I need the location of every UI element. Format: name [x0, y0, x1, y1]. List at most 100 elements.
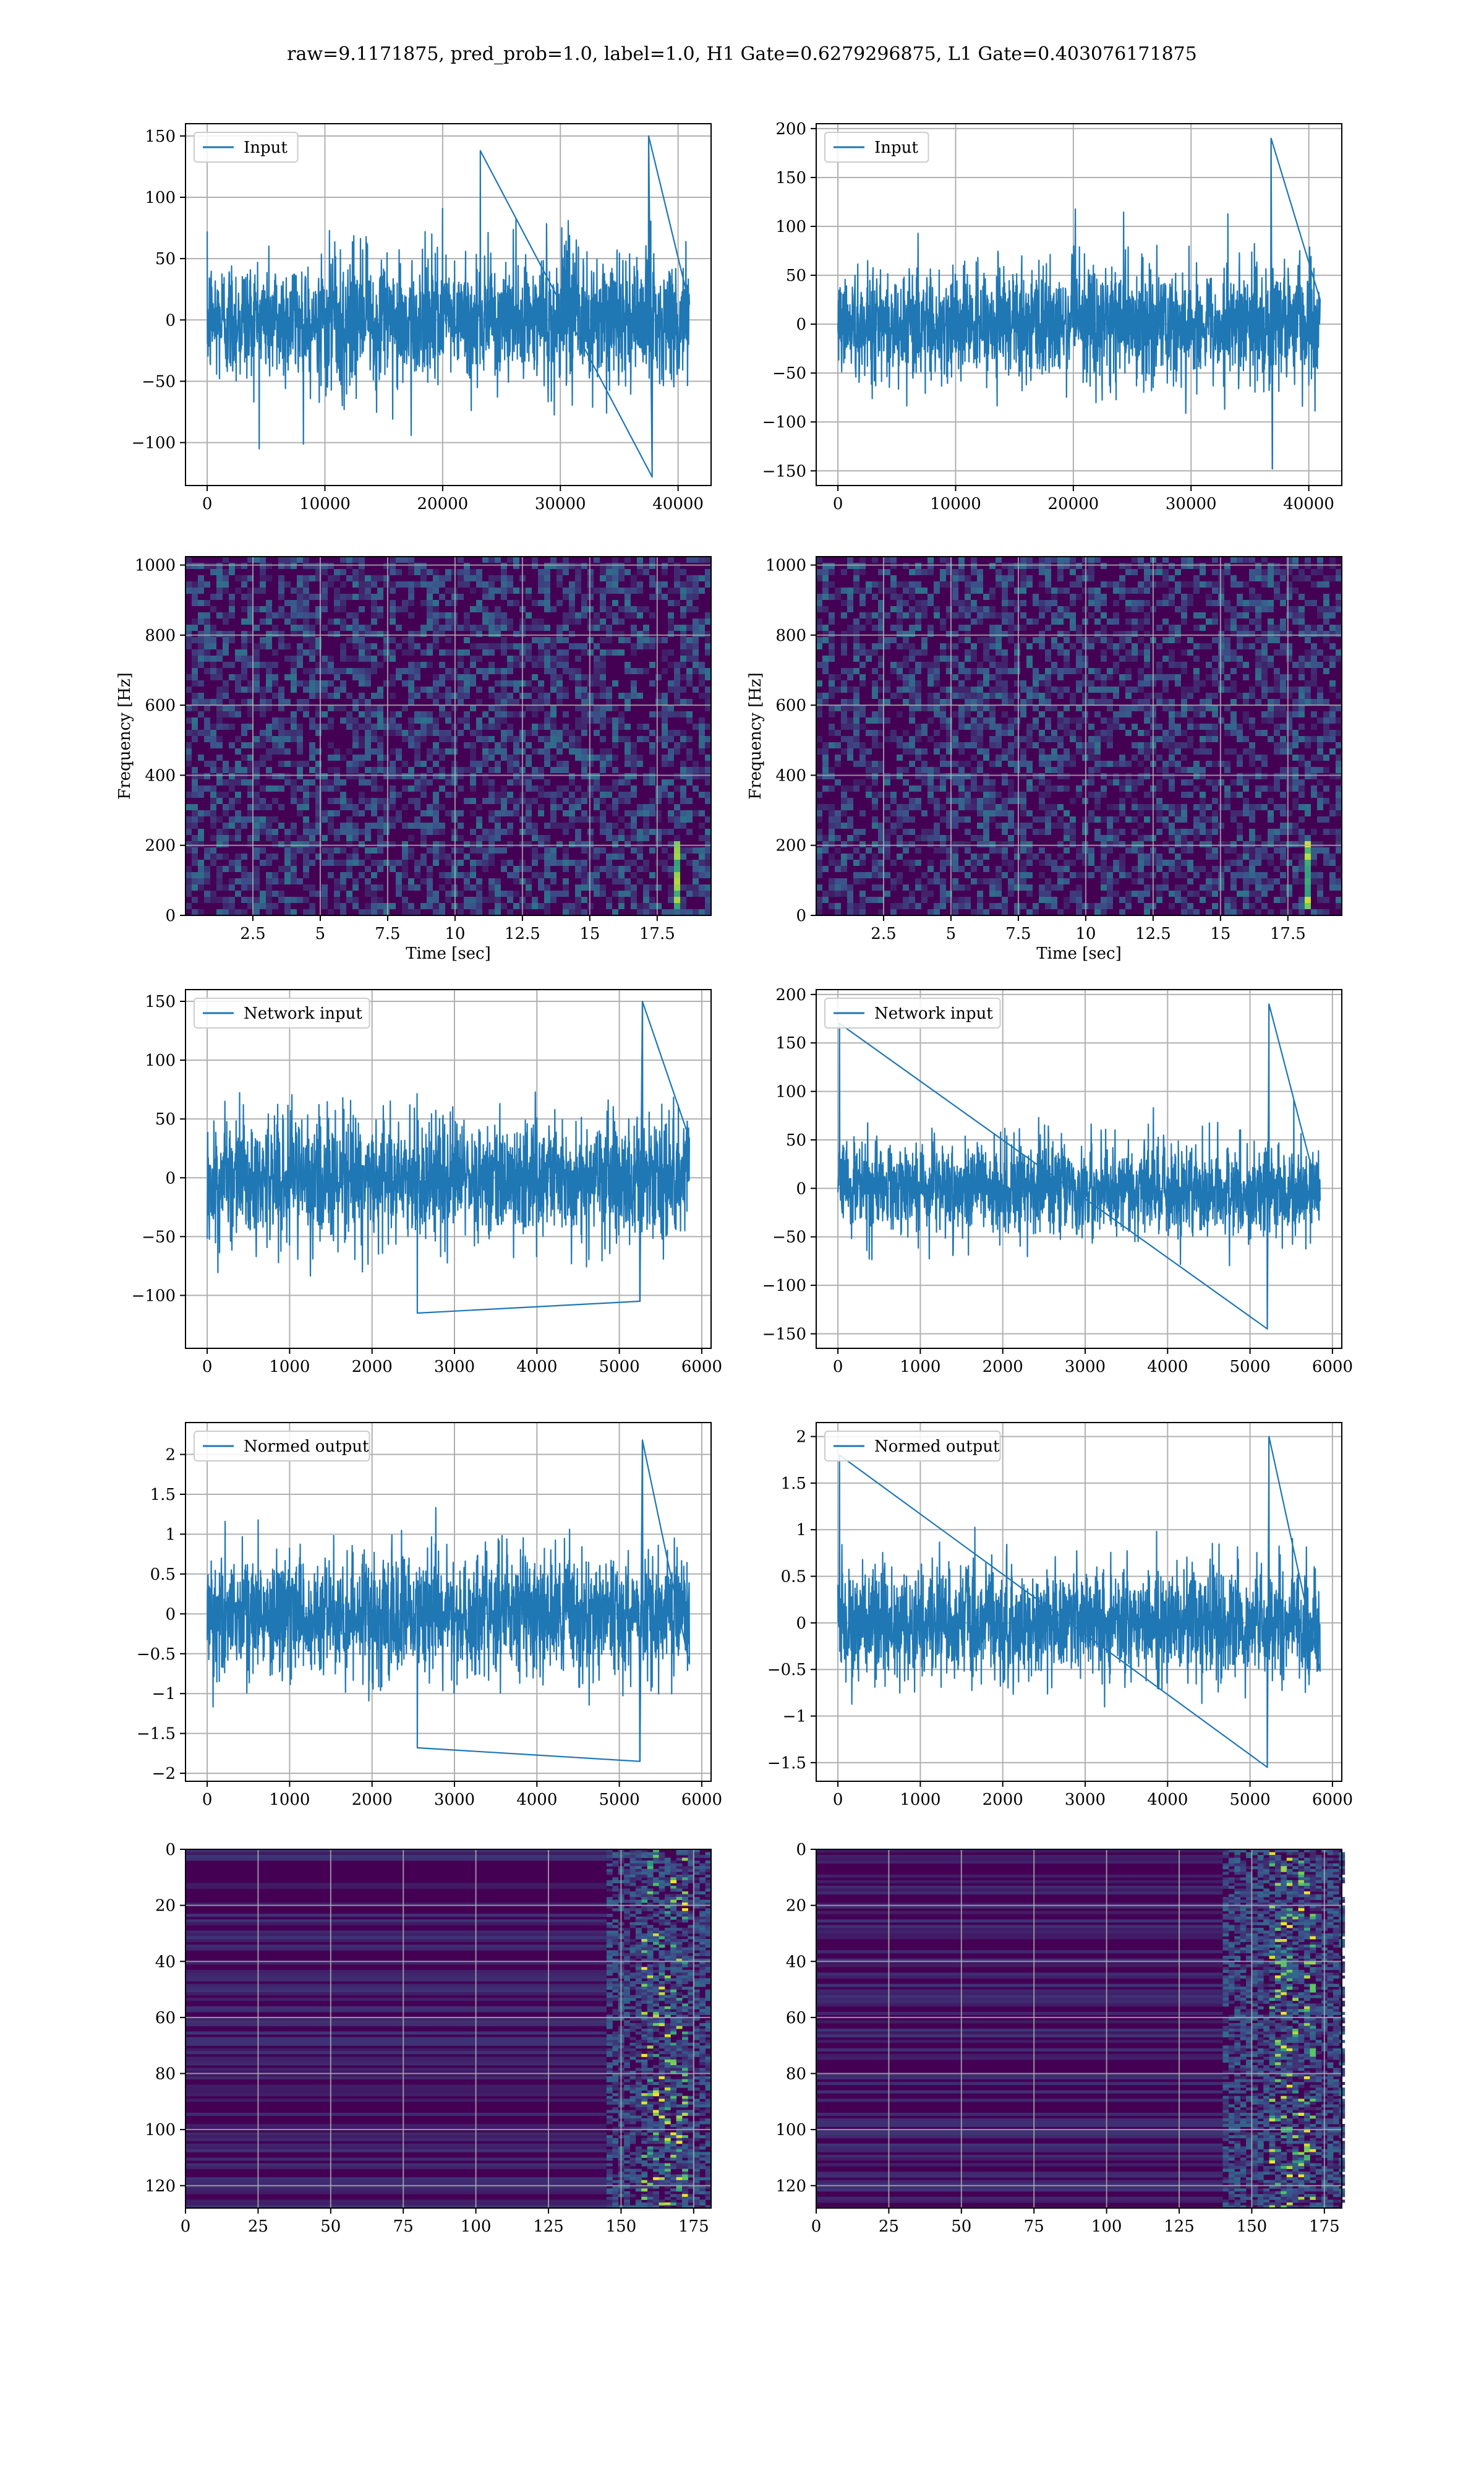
h1-normed-output-ytick-label: 1.5	[150, 1486, 176, 1504]
l1-spectrogram-ytick-label: 400	[775, 766, 806, 785]
h1-input-xtick-label: 0	[202, 495, 213, 513]
l1-network-input-ytick-label: −50	[772, 1228, 806, 1247]
l1-network-input-legend-label: Network input	[874, 1004, 993, 1023]
l1-feature-map-ytick-label: 60	[786, 2009, 806, 2027]
l1-normed-output-ytick-label: 2	[796, 1428, 806, 1447]
h1-network-input-xtick-label: 1000	[269, 1358, 310, 1376]
h1-input-legend-label: Input	[244, 139, 288, 157]
l1-input-xtick-label: 20000	[1048, 495, 1099, 513]
l1-normed-output-xtick-label: 0	[833, 1791, 843, 1809]
h1-normed-output-ytick-label: −1.5	[137, 1725, 176, 1744]
l1-feature-map-xtick-label: 175	[1309, 2217, 1340, 2236]
l1-normed-output-legend-label: Normed output	[874, 1437, 1000, 1456]
h1-feature-map-ytick-label: 100	[145, 2121, 176, 2139]
h1-network-input-xtick-label: 3000	[434, 1358, 475, 1376]
l1-normed-output-xtick-label: 6000	[1312, 1791, 1353, 1809]
h1-normed-output-xtick-label: 0	[202, 1791, 213, 1809]
l1-spectrogram-xtick-label: 5	[946, 925, 957, 943]
l1-feature-map-ytick-label: 40	[786, 1953, 806, 1971]
h1-spectrogram-xtick-label: 7.5	[375, 925, 400, 943]
l1-network-input-xtick-label: 3000	[1065, 1358, 1106, 1376]
l1-spectrogram-xtick-label: 17.5	[1270, 925, 1306, 943]
l1-spectrogram-xlabel: Time [sec]	[1036, 944, 1122, 963]
h1-normed-output-ytick-label: 1	[165, 1525, 176, 1544]
h1-input-ytick-label: 150	[145, 127, 176, 146]
h1-input-ytick-label: −100	[132, 434, 176, 453]
h1-network-input-xtick-label: 2000	[352, 1358, 393, 1376]
l1-normed-output-xtick-label: 3000	[1065, 1791, 1106, 1809]
l1-input-ytick-label: −150	[762, 462, 806, 481]
l1-spectrogram-xtick-label: 7.5	[1005, 925, 1031, 943]
h1-feature-map-ytick-label: 20	[155, 1897, 176, 1915]
h1-input-xtick-label: 10000	[299, 495, 351, 513]
l1-network-input-series-line	[837, 1003, 1321, 1330]
figure-title: raw=9.1171875, pred_prob=1.0, label=1.0,…	[287, 43, 1197, 65]
h1-feature-map-ytick-label: 80	[155, 2065, 176, 2084]
l1-spectrogram-ytick-label: 600	[775, 696, 806, 715]
l1-spectrogram-ylabel: Frequency [Hz]	[746, 672, 765, 800]
l1-network-input-ytick-label: 100	[775, 1083, 806, 1102]
h1-input-ytick-label: −50	[142, 372, 176, 391]
h1-network-input-ytick-label: 50	[155, 1110, 176, 1129]
l1-network-input-ytick-label: 50	[786, 1131, 806, 1150]
l1-normed-output-ytick-label: −1	[783, 1708, 806, 1726]
l1-network-input-xtick-label: 1000	[900, 1358, 940, 1376]
h1-network-input-xtick-label: 4000	[516, 1358, 557, 1376]
l1-normed-output-ytick-label: 1	[796, 1521, 806, 1539]
h1-feature-map-xtick-label: 100	[461, 2217, 492, 2236]
l1-normed-output-xtick-label: 5000	[1230, 1791, 1271, 1809]
h1-input-plot: 0 10000 20000 30000 40000 −100 −50 0 50 100 150 Inp…	[132, 123, 712, 513]
l1-feature-map-ytick-label: 100	[775, 2121, 806, 2139]
h1-feature-map-plot: 0 25 50 75 100 125 150 175 0 20 40 60 80 100 120	[145, 1841, 712, 2236]
l1-feature-map-xtick-label: 125	[1164, 2217, 1195, 2236]
l1-normed-output-legend: Normed output	[824, 1431, 1001, 1462]
l1-feature-map-ytick-label: 0	[796, 1841, 806, 1859]
h1-network-input-legend-label: Network input	[244, 1004, 362, 1023]
l1-feature-map-xtick-label: 50	[951, 2217, 971, 2236]
l1-input-xtick-label: 40000	[1283, 495, 1334, 513]
h1-feature-map-xtick-label: 25	[248, 2217, 268, 2236]
l1-normed-output-series-line	[837, 1436, 1321, 1768]
l1-spectrogram-plot: 2.5 5 7.5 10 12.5 15 17.5 0 200 400 600 800 1000 Time…	[746, 556, 1342, 963]
h1-spectrogram-xtick-label: 2.5	[240, 925, 265, 943]
h1-network-input-plot: 0 1000 2000 3000 4000 5000 6000 −100 −50 0 50 100 15…	[132, 989, 722, 1376]
h1-input-xtick-label: 30000	[535, 495, 586, 513]
l1-network-input-ytick-label: 0	[796, 1179, 806, 1198]
h1-spectrogram-ytick-label: 800	[145, 627, 176, 645]
l1-feature-map-xtick-label: 150	[1237, 2217, 1268, 2236]
l1-network-input-xtick-label: 4000	[1147, 1358, 1188, 1376]
l1-spectrogram-ytick-label: 200	[775, 837, 806, 855]
l1-feature-map-xtick-label: 0	[811, 2217, 822, 2236]
l1-normed-output-xtick-label: 2000	[983, 1791, 1023, 1809]
l1-input-xtick-label: 0	[833, 495, 843, 513]
l1-normed-output-ytick-label: 1.5	[781, 1475, 806, 1493]
h1-spectrogram-xtick-label: 10	[445, 925, 465, 943]
l1-network-input-ytick-label: −150	[762, 1325, 806, 1343]
h1-network-input-xtick-label: 0	[202, 1358, 213, 1376]
h1-feature-map-xtick-label: 175	[678, 2217, 709, 2236]
l1-input-ytick-label: 0	[796, 315, 806, 334]
h1-normed-output-xtick-label: 6000	[681, 1791, 722, 1809]
h1-normed-output-ytick-label: 0.5	[150, 1565, 176, 1584]
h1-feature-map-xtick-label: 0	[181, 2217, 191, 2236]
h1-feature-map-xtick-label: 75	[393, 2217, 414, 2236]
h1-network-input-legend: Network input	[194, 998, 370, 1029]
h1-normed-output-series-line	[207, 1439, 691, 1762]
h1-spectrogram-plot: 2.5 5 7.5 10 12.5 15 17.5 0 200 400 600 800 1000 Time…	[116, 556, 712, 963]
h1-input-legend: Input	[194, 132, 299, 163]
h1-normed-output-ytick-label: 0	[165, 1605, 176, 1624]
l1-spectrogram-ytick-label: 800	[775, 627, 806, 645]
h1-spectrogram-ytick-label: 200	[145, 837, 176, 855]
l1-network-input-plot: 0 1000 2000 3000 4000 5000 6000 −150 −100 −50 0 50 1…	[762, 986, 1353, 1376]
h1-feature-map-xtick-label: 125	[533, 2217, 564, 2236]
h1-spectrogram-xtick-label: 17.5	[639, 925, 675, 943]
h1-input-ytick-label: 0	[165, 311, 176, 330]
l1-normed-output-xtick-label: 1000	[900, 1791, 940, 1809]
h1-normed-output-ytick-label: 2	[165, 1446, 176, 1465]
h1-spectrogram-ylabel: Frequency [Hz]	[116, 672, 134, 800]
h1-feature-map-xtick-label: 150	[606, 2217, 637, 2236]
l1-network-input-ytick-label: 200	[775, 986, 806, 1004]
h1-normed-output-ytick-label: −2	[152, 1765, 176, 1783]
h1-spectrogram-ytick-label: 600	[145, 696, 176, 715]
